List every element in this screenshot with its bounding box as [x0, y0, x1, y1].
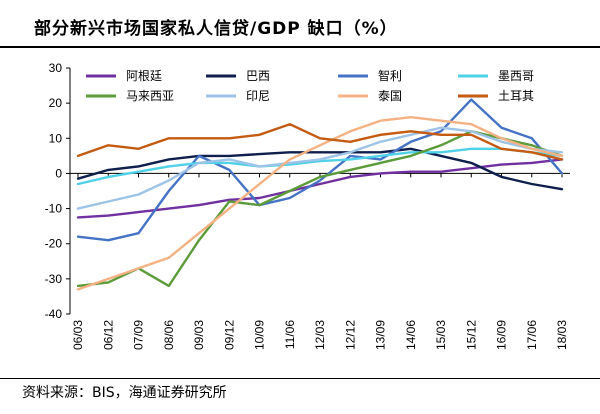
- y-tick-label: -40: [45, 307, 63, 321]
- x-tick-label: 12/03: [313, 320, 327, 350]
- x-tick-label: 17/06: [525, 320, 539, 350]
- x-tick-label: 12/12: [343, 320, 357, 350]
- x-tick-label: 10/09: [253, 320, 267, 350]
- legend-label: 土耳其: [498, 89, 534, 103]
- source-note: 资料来源：BIS，海通证券研究所: [22, 385, 227, 401]
- y-tick-label: 0: [55, 166, 62, 180]
- legend-label: 智利: [378, 68, 402, 83]
- x-tick-label: 11/06: [283, 320, 297, 349]
- series-line-墨西哥: [76, 147, 564, 186]
- y-tick-label: 30: [49, 61, 63, 75]
- y-tick-label: 10: [49, 131, 63, 145]
- y-tick-label: -20: [45, 237, 63, 251]
- x-tick-label: 09/12: [222, 320, 236, 350]
- chart-title: 部分新兴市场国家私人信贷/GDP 缺口（%）: [34, 19, 398, 39]
- x-tick-label: 13/09: [374, 320, 388, 350]
- x-tick-label: 06/12: [101, 320, 115, 350]
- x-tick-label: 15/03: [434, 320, 448, 350]
- legend-label: 阿根廷: [126, 69, 162, 83]
- x-tick-label: 08/06: [162, 320, 176, 350]
- x-tick-label: 14/06: [404, 320, 418, 350]
- y-tick-label: 20: [49, 96, 63, 110]
- x-tick-label: 15/12: [464, 320, 478, 350]
- x-tick-label: 18/03: [555, 320, 569, 350]
- series-line-印尼: [76, 126, 564, 210]
- y-tick-label: -10: [45, 202, 63, 216]
- series-line-泰国: [76, 115, 564, 291]
- y-tick-label: -30: [45, 272, 63, 286]
- series-line-智利: [76, 98, 564, 242]
- source-rule: [0, 378, 600, 379]
- title-rule: [0, 46, 600, 48]
- series-line-巴西: [76, 147, 564, 191]
- x-tick-label: 16/09: [495, 320, 509, 350]
- series-line-马来西亚: [76, 130, 564, 288]
- x-tick-label: 06/03: [71, 320, 85, 350]
- legend-label: 马来西亚: [126, 89, 174, 103]
- x-tick-label: 09/03: [192, 320, 206, 350]
- legend-label: 墨西哥: [498, 69, 534, 83]
- series-line-土耳其: [76, 122, 564, 161]
- axes: 30 20 10 0 -10 -20 -30 -40 06/03 06/12 07/09 08/06 0…: [45, 61, 570, 350]
- series-lines: [76, 98, 564, 291]
- legend-label: 巴西: [246, 69, 270, 83]
- legend-label: 印尼: [246, 89, 270, 103]
- x-tick-label: 07/09: [132, 320, 146, 350]
- legend-label: 泰国: [378, 89, 402, 103]
